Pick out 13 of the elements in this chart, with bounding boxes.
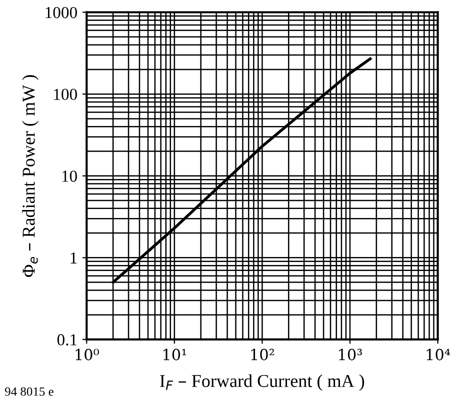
y-tick-label: 1000: [46, 6, 77, 18]
x-tick-label: 10⁴: [426, 348, 450, 360]
x-tick-label: 10³: [339, 348, 362, 360]
x-tick-label: 10¹: [164, 348, 186, 360]
y-axis-title: Φ$_{e}$ – Radiant Power ( mW ): [22, 75, 38, 277]
y-tick-label: 0.1: [57, 334, 77, 346]
text: 94 8015 e: [4, 387, 54, 396]
y-tick-label: 10: [62, 170, 77, 182]
x-axis-title: I$_{F}$ – Forward Current ( mA ): [160, 374, 364, 391]
x-tick-label: 10²: [251, 348, 274, 360]
y-tick-label: 100: [54, 88, 77, 100]
y-tick-label: 1: [70, 252, 77, 264]
x-tick-label: 10⁰: [76, 348, 100, 360]
